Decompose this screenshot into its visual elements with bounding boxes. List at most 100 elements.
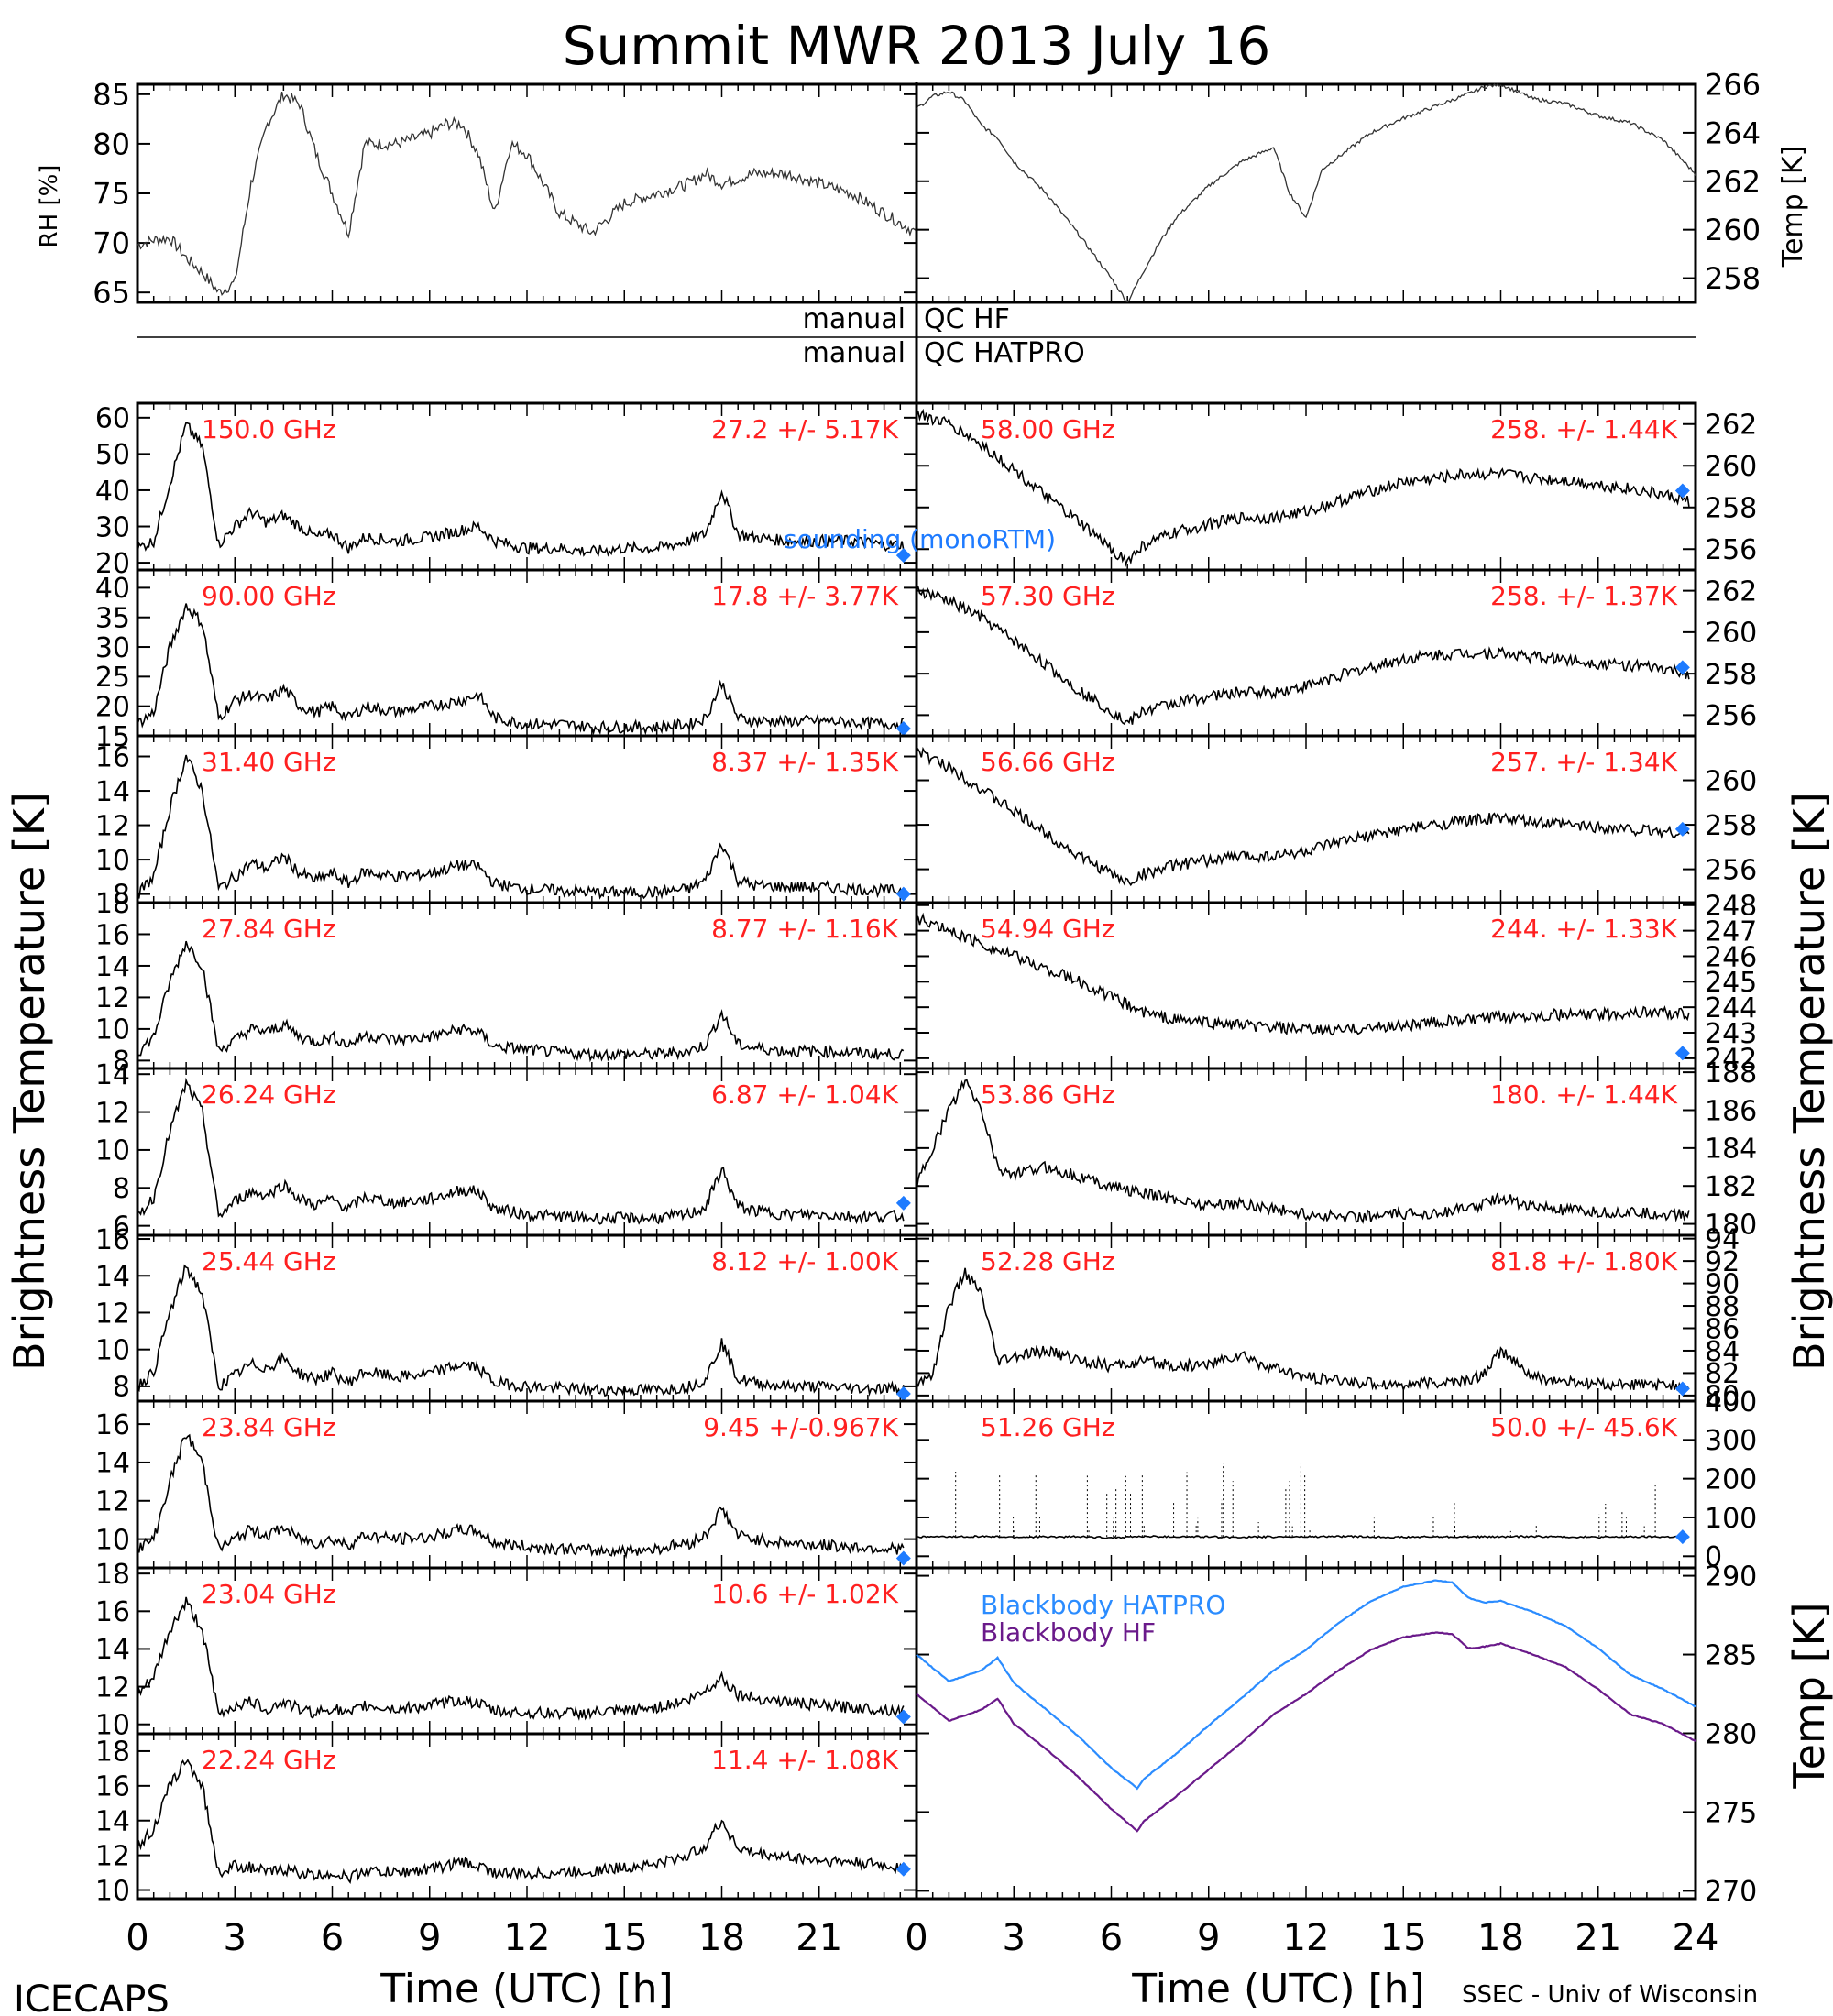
tb_2224-ytick-label: 18 — [95, 1737, 130, 1769]
tb_5730-ytick-label: 260 — [1705, 618, 1757, 650]
tb_5730-ytick-label: 262 — [1705, 575, 1757, 608]
tb_5126-ytick-label: 400 — [1705, 1386, 1757, 1419]
tb_2784-line — [137, 940, 905, 1063]
tb_2624-ytick-label: 14 — [95, 1059, 130, 1091]
tb_90-stats-label: 17.8 +/- 3.77K — [711, 581, 898, 611]
tb_5386-stats-label: 180. +/- 1.44K — [1490, 1079, 1677, 1110]
tb_5666-ytick-label: 260 — [1705, 765, 1757, 797]
tb_2624-ytick-label: 12 — [95, 1097, 130, 1129]
tb_5228-ytick-label: 86 — [1705, 1313, 1740, 1345]
tb_5126-sounding-marker — [1674, 1529, 1690, 1545]
tb_5730-ytick-label: 256 — [1705, 700, 1757, 732]
tb_2224-ytick-label: 16 — [95, 1771, 130, 1803]
tb_150-channel-label: 150.0 GHz — [202, 414, 336, 444]
tb_5494-ytick-label: 246 — [1705, 941, 1757, 973]
tb_90-ytick-label: 15 — [95, 721, 130, 753]
tb_2624-sounding-marker — [895, 1195, 911, 1211]
tb_90-ytick-label: 40 — [95, 573, 130, 605]
tb_5666-ytick-label: 258 — [1705, 810, 1757, 842]
tb_2784-ytick-label: 12 — [95, 982, 130, 1014]
tb_5730-channel-label: 57.30 GHz — [981, 581, 1115, 611]
tb_3140-ytick-label: 12 — [95, 810, 130, 842]
tb_5730-ytick-label: 258 — [1705, 659, 1757, 691]
rh-ytick-label: 85 — [93, 77, 130, 112]
blackbody-series-0 — [916, 1579, 1696, 1791]
tb_5666-channel-label: 56.66 GHz — [981, 747, 1115, 777]
tb_3140-ytick-label: 10 — [95, 845, 130, 877]
tb_2304-channel-label: 23.04 GHz — [202, 1579, 336, 1609]
footer-right: SSEC - Univ of Wisconsin — [1462, 1981, 1758, 2009]
tb_3140-ytick-label: 14 — [95, 776, 130, 808]
x-tick-label-left: 3 — [224, 1917, 247, 1959]
tb_5666-line — [916, 746, 1690, 887]
temp-ytick-label: 260 — [1705, 213, 1761, 247]
tb_90-ytick-label: 30 — [95, 632, 130, 664]
x-tick-label-right: 9 — [1197, 1917, 1220, 1959]
tb_5228-channel-label: 52.28 GHz — [981, 1246, 1115, 1276]
x-tick-label-right: 24 — [1673, 1917, 1719, 1959]
tb_2384-ytick-label: 10 — [95, 1524, 130, 1556]
rh-ytick-label: 65 — [93, 276, 130, 311]
temp-ytick-label: 258 — [1705, 261, 1761, 296]
tb_2784-ytick-label: 16 — [95, 919, 130, 951]
blackbody-legend-0: Blackbody HATPRO — [981, 1590, 1225, 1620]
x-tick-label-right: 15 — [1380, 1917, 1427, 1959]
sounding-label: sounding (monoRTM) — [784, 524, 1056, 554]
tb_3140-sounding-marker — [895, 886, 911, 902]
blackbody-ytick-label: 280 — [1705, 1718, 1757, 1750]
tb_2784-stats-label: 8.77 +/- 1.16K — [711, 914, 898, 944]
blackbody-legend-1: Blackbody HF — [981, 1617, 1156, 1648]
tb_2304-stats-label: 10.6 +/- 1.02K — [711, 1579, 898, 1609]
tb_5800-sounding-marker — [1674, 483, 1690, 499]
tb_5126-ytick-label: 200 — [1705, 1463, 1757, 1496]
tb_3140-ytick-label: 8 — [113, 879, 130, 911]
tb_5494-ytick-label: 242 — [1705, 1044, 1757, 1076]
x-tick-label-left: 12 — [504, 1917, 551, 1959]
tb_2304-ytick-label: 12 — [95, 1671, 130, 1704]
tb_2224-sounding-marker — [895, 1861, 911, 1877]
tb_2784-ytick-label: 8 — [113, 1046, 130, 1078]
tb_5730-line — [916, 586, 1690, 726]
tb_90-ytick-label: 35 — [95, 603, 130, 635]
tb_5800-channel-label: 58.00 GHz — [981, 414, 1115, 444]
qc-hatpro-left-label: manual — [803, 337, 906, 369]
tb_5730-sounding-marker — [1674, 660, 1690, 675]
tb_5386-ytick-label: 182 — [1705, 1171, 1757, 1203]
tb_90-ytick-label: 20 — [95, 691, 130, 723]
rh-axis-label: RH [%] — [36, 165, 63, 248]
tb_2784-ytick-label: 10 — [95, 1014, 130, 1046]
blackbody-ytick-label: 285 — [1705, 1639, 1757, 1671]
tb_2384-channel-label: 23.84 GHz — [202, 1412, 336, 1442]
tb_2624-channel-label: 26.24 GHz — [202, 1079, 336, 1110]
blackbody-series-1 — [916, 1631, 1696, 1833]
tb_2624-ytick-label: 6 — [113, 1211, 130, 1243]
tb_5494-stats-label: 244. +/- 1.33K — [1490, 914, 1677, 944]
tb_5228-ytick-label: 80 — [1705, 1381, 1740, 1413]
rh-ytick-label: 75 — [93, 177, 130, 212]
tb_2304-sounding-marker — [895, 1709, 911, 1725]
tb_2224-ytick-label: 10 — [95, 1875, 130, 1907]
footer-left: ICECAPS — [14, 1978, 170, 2016]
tb_5126-channel-label: 51.26 GHz — [981, 1412, 1115, 1442]
tb_5228-sounding-marker — [1674, 1381, 1690, 1397]
tb_2624-stats-label: 6.87 +/- 1.04K — [711, 1079, 898, 1110]
tb_2544-stats-label: 8.12 +/- 1.00K — [711, 1246, 898, 1276]
tb_2624-line — [137, 1077, 905, 1225]
tb_5386-ytick-label: 184 — [1705, 1134, 1757, 1166]
tb_5228-ytick-label: 92 — [1705, 1246, 1740, 1278]
tb_5666-ytick-label: 256 — [1705, 854, 1757, 886]
tb_5228-ytick-label: 88 — [1705, 1291, 1740, 1323]
x-tick-label-left: 0 — [126, 1917, 148, 1959]
tb_150-line — [137, 422, 905, 557]
tb_150-ytick-label: 60 — [95, 403, 130, 435]
tb_90-line — [137, 603, 905, 736]
tb_5386-ytick-label: 188 — [1705, 1057, 1757, 1090]
tb_2304-line — [137, 1596, 905, 1721]
x-tick-label-right: 0 — [905, 1917, 927, 1959]
tb_3140-line — [137, 754, 905, 900]
tb_2544-ytick-label: 16 — [95, 1224, 130, 1256]
rh-frame — [136, 82, 918, 304]
x-axis-label-right: Time (UTC) [h] — [1131, 1966, 1424, 2012]
